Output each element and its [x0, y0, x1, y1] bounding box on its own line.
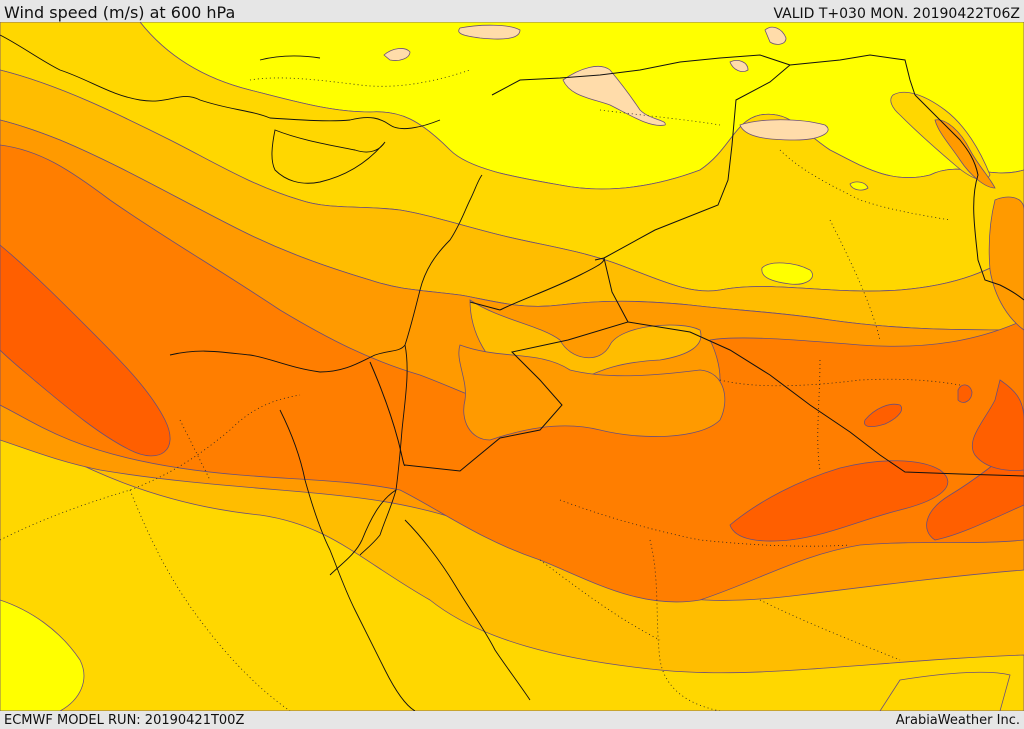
band-orange-east-edge — [988, 196, 1024, 331]
coastlines — [0, 34, 531, 711]
band-peach-5 — [764, 26, 787, 45]
band-red-east — [729, 460, 949, 542]
band-peach-3 — [458, 24, 521, 40]
band-yellow-island-1 — [761, 262, 813, 285]
map-canvas — [0, 22, 1024, 711]
footer-bar — [0, 711, 1024, 729]
band-orange-jordan — [458, 344, 726, 441]
band-s-yellow — [879, 671, 1011, 711]
model-run-label: ECMWF MODEL RUN: 20190421T00Z — [4, 713, 245, 728]
header-bar: Wind speed (m/s) at 600 hPa VALID T+030 … — [0, 0, 1024, 22]
wind-speed-map — [0, 22, 1024, 711]
internal-boundaries — [0, 69, 961, 711]
band-sw-gold — [0, 419, 1024, 711]
credit-label: ArabiaWeather Inc. — [895, 713, 1020, 728]
band-dark-orange — [0, 144, 1024, 603]
band-red-west — [0, 244, 171, 457]
valid-time: VALID T+030 MON. 20190422T06Z — [773, 6, 1020, 22]
band-peach-6 — [729, 60, 749, 72]
borders — [369, 54, 1024, 477]
band-peach-4 — [383, 48, 411, 61]
band-orange-island-east — [934, 119, 996, 189]
band-sw-yellow — [0, 599, 85, 711]
band-red-small — [864, 403, 902, 428]
band-yellow-island-2 — [849, 181, 869, 191]
band-red-small-2 — [957, 384, 973, 403]
band-peach-1 — [562, 66, 666, 126]
map-title: Wind speed (m/s) at 600 hPa — [4, 3, 236, 22]
band-peach-2 — [739, 119, 829, 141]
band-red-east-3 — [971, 379, 1024, 471]
